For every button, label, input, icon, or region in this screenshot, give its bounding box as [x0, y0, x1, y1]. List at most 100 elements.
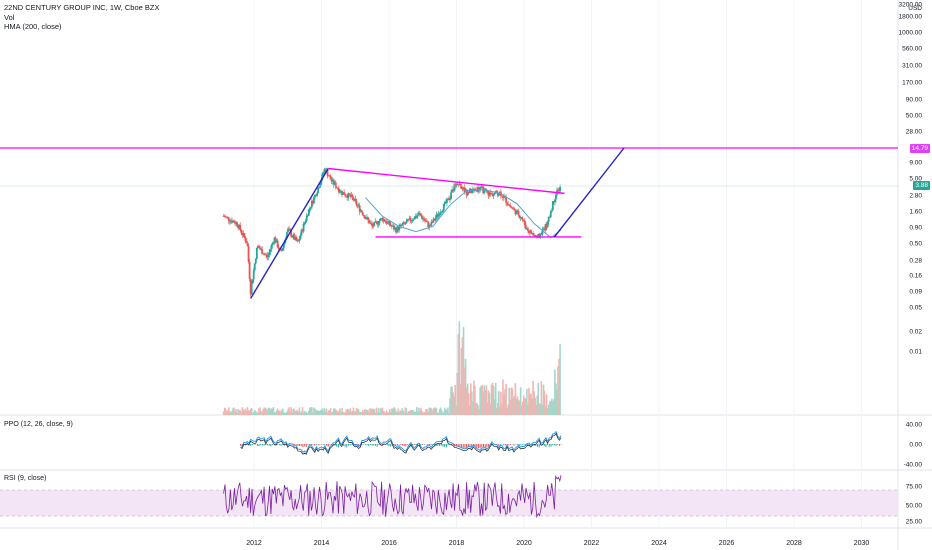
candle-body [314, 194, 316, 198]
ppo-label[interactable]: PPO (12, 26, close, 9) [4, 421, 73, 428]
candle-body [547, 216, 550, 222]
candle-body [232, 220, 234, 223]
ppo-histogram-bar [327, 444, 329, 447]
ppo-histogram-bar [368, 444, 370, 447]
volume-bar [234, 411, 236, 415]
volume-bar [315, 411, 317, 415]
volume-bar [385, 410, 388, 415]
candle-body [539, 233, 542, 237]
volume-bar [311, 407, 313, 415]
candle-body [456, 184, 459, 185]
volume-bar [406, 412, 409, 415]
candle-body [460, 185, 463, 189]
ppo-histogram-bar [376, 444, 378, 447]
ppo-histogram-bar [283, 444, 285, 445]
candle-body [358, 205, 361, 212]
volume-bar [541, 404, 544, 415]
volume-bar [558, 358, 560, 415]
ppo-histogram-bar [456, 444, 457, 447]
volume-bar [378, 412, 381, 415]
volume-bar [502, 379, 504, 415]
volume-legend[interactable]: Vol [4, 12, 15, 22]
candle-body [271, 243, 274, 246]
candle-body [523, 220, 526, 226]
ppo-histogram-bar [467, 444, 469, 448]
ppo-histogram-bar [555, 444, 557, 447]
volume-bar [408, 411, 411, 415]
price-tick-label: 28.00 [906, 129, 923, 136]
volume-bar [486, 402, 489, 415]
volume-bar [296, 409, 299, 415]
candle-body [448, 198, 450, 201]
candle-body [407, 219, 410, 221]
volume-bar [493, 399, 496, 415]
volume-bar [464, 358, 467, 415]
volume-bar [286, 411, 288, 415]
volume-bar [310, 407, 312, 415]
candle-body [480, 186, 483, 189]
volume-bar [532, 380, 534, 415]
candle-body [352, 197, 355, 201]
candle-body [312, 200, 314, 204]
volume-bar [327, 410, 330, 415]
volume-bar [247, 410, 250, 415]
candle-body [258, 245, 260, 248]
ppo-histogram-bar [501, 444, 503, 445]
symbol-title[interactable]: 22ND CENTURY GROUP INC, 1W, Cboe BZX [4, 3, 160, 12]
candle-body [277, 247, 280, 249]
ppo-histogram-bar [471, 444, 473, 448]
chart-legend: 22ND CENTURY GROUP INC, 1W, Cboe BZX Vol… [4, 3, 159, 32]
ppo-histogram-bar [437, 444, 439, 447]
volume-bar [475, 403, 477, 415]
hma-line [365, 189, 562, 239]
candle-body [544, 224, 547, 231]
candle-body [370, 222, 372, 224]
ppo-histogram-bar [364, 444, 366, 445]
ppo-histogram-bar [337, 444, 339, 448]
candle-body [244, 237, 247, 242]
volume-bar [298, 407, 301, 415]
volume-bar [504, 389, 506, 415]
candle-body [553, 199, 556, 202]
volume-bar [291, 412, 293, 415]
ppo-histogram-bar [326, 444, 328, 446]
candle-body [377, 223, 380, 225]
candle-body [492, 194, 495, 197]
ppo-histogram-bar [324, 444, 326, 446]
ppo-histogram-bar [246, 444, 248, 445]
candle-body [340, 190, 342, 192]
volume-bar [428, 407, 431, 415]
candle-body [382, 219, 385, 221]
volume-bar [381, 407, 384, 415]
candle-body [375, 221, 378, 223]
hma-legend[interactable]: HMA (200, close) [4, 22, 62, 32]
volume-bar [299, 412, 302, 415]
volume-bar [498, 390, 500, 415]
candle-body [485, 189, 488, 191]
candle-body [517, 210, 520, 216]
volume-bar [543, 390, 546, 415]
volume-bar [499, 406, 501, 415]
candle-body [466, 191, 469, 196]
volume-bar [418, 407, 420, 415]
volume-bar [379, 408, 382, 415]
candle-body [237, 225, 240, 229]
candle-body [317, 187, 320, 194]
volume-bar [429, 407, 432, 415]
volume-bar [512, 397, 515, 415]
candle-body [241, 232, 244, 235]
volume-bar [388, 409, 391, 415]
candle-body [444, 202, 447, 203]
volume-bar [533, 391, 535, 415]
candle-body [418, 213, 421, 214]
volume-bar [433, 407, 436, 415]
volume-bar [526, 388, 528, 415]
ppo-histogram-bar [462, 444, 464, 448]
rsi-label[interactable]: RSI (9, close) [4, 475, 47, 482]
candle-body [390, 225, 393, 227]
volume-bar [449, 398, 451, 415]
candle-body [260, 248, 262, 250]
ppo-histogram-bar [476, 444, 478, 448]
volume-bar [328, 410, 331, 415]
